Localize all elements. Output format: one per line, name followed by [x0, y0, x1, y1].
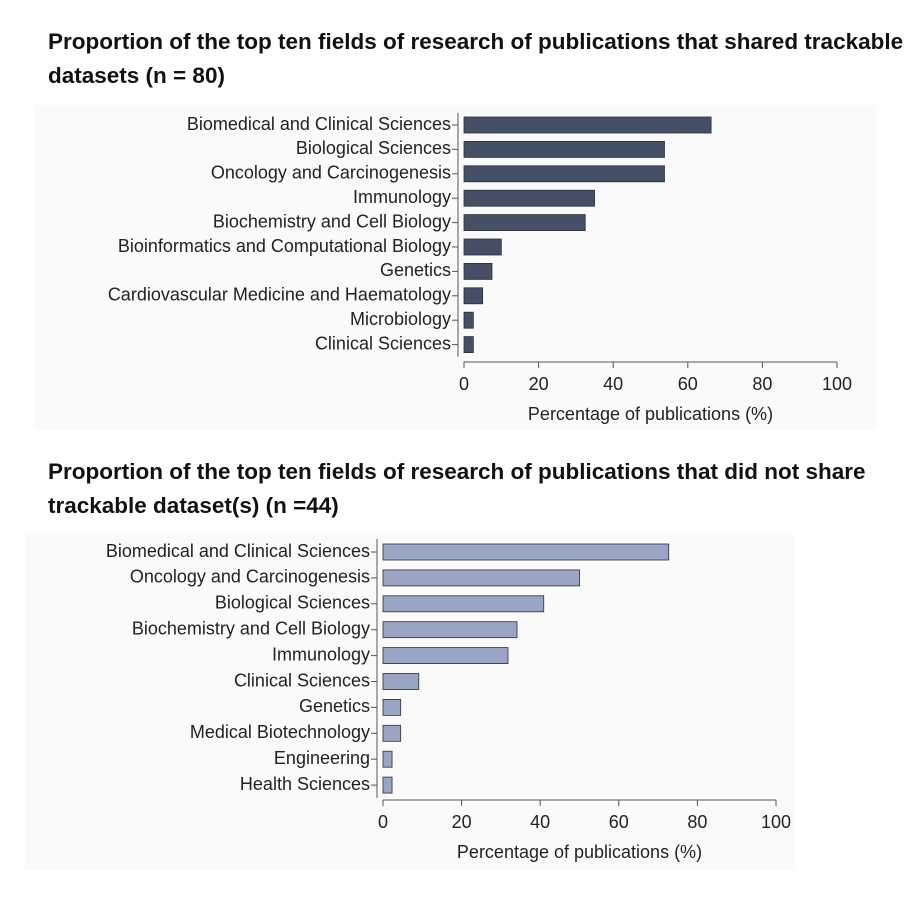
y-tick-label: Immunology	[272, 644, 370, 664]
bar	[382, 621, 518, 639]
bar	[382, 673, 420, 690]
y-tick-label: Oncology and Carcinogenesis	[211, 163, 451, 183]
x-tick-label: 20	[529, 374, 549, 394]
x-tick-label: 0	[378, 812, 388, 832]
y-tick-label: Biomedical and Clinical Sciences	[187, 114, 451, 134]
x-tick-label: 20	[452, 812, 472, 832]
chart-title: Proportion of the top ten fields of rese…	[48, 29, 904, 88]
chart-title: Proportion of the top ten fields of rese…	[48, 459, 866, 518]
bar	[463, 262, 493, 280]
y-tick-label: Cardiovascular Medicine and Haematology	[108, 285, 451, 305]
bar	[463, 140, 665, 158]
y-tick-label: Biological Sciences	[215, 593, 370, 613]
y-tick-label: Medical Biotechnology	[190, 722, 370, 742]
x-tick-label: 100	[822, 374, 852, 394]
x-axis-label: Percentage of publications (%)	[528, 404, 773, 424]
x-tick-label: 40	[603, 374, 623, 394]
bar	[382, 595, 545, 613]
y-tick-label: Biological Sciences	[296, 138, 451, 158]
y-tick-label: Genetics	[380, 260, 451, 280]
bar	[463, 214, 586, 232]
bar	[463, 336, 474, 354]
x-tick-label: 80	[752, 374, 772, 394]
x-tick-label: 60	[678, 374, 698, 394]
y-tick-label: Microbiology	[350, 309, 451, 329]
y-tick-label: Bioinformatics and Computational Biology	[118, 236, 451, 256]
bar	[382, 647, 509, 664]
y-tick-label: Biomedical and Clinical Sciences	[106, 541, 370, 561]
panel	[35, 105, 876, 430]
bar	[463, 311, 474, 329]
y-tick-label: Health Sciences	[240, 774, 370, 794]
x-tick-label: 100	[761, 812, 791, 832]
x-tick-label: 40	[530, 812, 550, 832]
x-axis-label: Percentage of publications (%)	[457, 842, 702, 862]
bar	[382, 776, 393, 794]
bar	[463, 238, 502, 256]
bar	[463, 165, 665, 183]
bar	[463, 116, 712, 134]
y-tick-label: Immunology	[353, 187, 451, 207]
y-tick-label: Clinical Sciences	[234, 670, 370, 690]
x-tick-label: 60	[609, 812, 629, 832]
x-tick-label: 0	[459, 374, 469, 394]
bar	[463, 189, 595, 207]
bar	[382, 569, 580, 587]
bar	[382, 724, 402, 742]
bar	[382, 750, 393, 768]
y-tick-label: Oncology and Carcinogenesis	[130, 567, 370, 587]
bar	[463, 287, 484, 305]
y-tick-label: Engineering	[274, 748, 370, 768]
panel	[25, 535, 795, 870]
bar	[382, 543, 670, 561]
y-tick-label: Genetics	[299, 696, 370, 716]
y-tick-label: Biochemistry and Cell Biology	[213, 211, 451, 231]
bar	[382, 699, 402, 716]
y-tick-label: Biochemistry and Cell Biology	[132, 618, 370, 638]
y-tick-label: Clinical Sciences	[315, 333, 451, 353]
x-tick-label: 80	[687, 812, 707, 832]
